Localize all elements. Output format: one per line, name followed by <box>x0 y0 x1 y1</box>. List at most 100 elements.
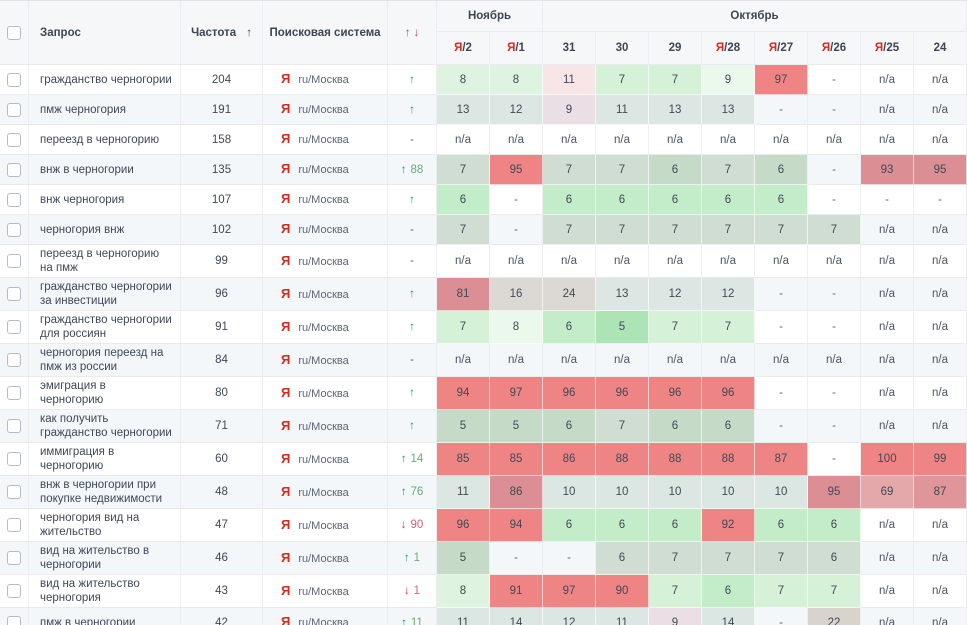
query-cell[interactable]: внж черногория <box>29 185 181 215</box>
date-column-header[interactable]: 24 <box>914 32 967 65</box>
position-value: 24 <box>562 288 576 300</box>
up-arrow-icon: ↑ <box>409 321 415 333</box>
position-value: n/a <box>932 616 948 625</box>
query-cell[interactable]: внж в черногории при покупке недвижимост… <box>29 476 181 509</box>
position-value: 96 <box>615 387 629 399</box>
date-column-header[interactable]: Я/25 <box>861 32 914 65</box>
row-checkbox[interactable] <box>7 485 21 499</box>
position-value: n/a <box>932 288 948 300</box>
query-cell[interactable]: пмж черногория <box>29 95 181 125</box>
position-value: n/a <box>879 288 895 300</box>
yandex-icon: Я <box>715 42 725 54</box>
row-checkbox[interactable] <box>7 320 21 334</box>
column-header-frequency[interactable]: Частота ↑ <box>181 1 263 65</box>
position-value: n/a <box>932 103 948 116</box>
position-value: n/a <box>455 133 471 146</box>
position-cell: 95 <box>490 155 543 185</box>
row-checkbox[interactable] <box>7 162 21 177</box>
row-checkbox[interactable] <box>7 102 21 117</box>
row-checkbox[interactable] <box>7 353 21 367</box>
date-column-header[interactable]: Я/27 <box>755 32 808 65</box>
position-value: n/a <box>932 223 948 236</box>
query-cell[interactable]: черногория вид на жительство <box>29 509 181 542</box>
date-column-header[interactable]: Я/2 <box>437 32 490 65</box>
frequency-cell: 96 <box>181 278 263 311</box>
column-header-search-engine[interactable]: Поисковая система <box>263 1 388 65</box>
position-value: 97 <box>774 73 788 86</box>
row-checkbox[interactable] <box>7 584 21 598</box>
query-cell[interactable]: как получить гражданство черногории <box>29 410 181 443</box>
query-cell[interactable]: черногория переезд на пмж из россии <box>29 344 181 377</box>
date-column-header[interactable]: 29 <box>649 32 702 65</box>
yandex-icon: Я <box>281 221 291 236</box>
date-column-header[interactable]: Я/26 <box>808 32 861 65</box>
row-checkbox[interactable] <box>7 72 21 87</box>
position-value: 91 <box>509 585 523 597</box>
position-cell: - <box>808 95 861 125</box>
position-value: 11 <box>616 616 628 625</box>
column-header-change[interactable]: ↑ ↓ <box>388 1 437 65</box>
query-cell[interactable]: гражданство черногории для россиян <box>29 311 181 344</box>
position-value: - <box>779 103 783 116</box>
region-label: ru/Москва <box>298 224 349 236</box>
query-cell[interactable]: пмж в черногории <box>29 608 181 625</box>
position-value: 7 <box>724 223 732 236</box>
position-cell: 6 <box>596 542 649 575</box>
position-cell: 12 <box>543 608 596 625</box>
row-checkbox[interactable] <box>7 386 21 400</box>
position-value: n/a <box>826 354 842 366</box>
query-cell[interactable]: вид на жительство черногория <box>29 575 181 608</box>
row-checkbox[interactable] <box>7 518 21 532</box>
row-checkbox[interactable] <box>7 132 21 147</box>
row-checkbox[interactable] <box>7 452 21 466</box>
query-cell[interactable]: эмиграция в черногорию <box>29 377 181 410</box>
query-cell[interactable]: гражданство черногории за инвестиции <box>29 278 181 311</box>
date-column-header[interactable]: Я/1 <box>490 32 543 65</box>
row-checkbox-cell <box>0 509 29 542</box>
position-value: 7 <box>724 552 732 564</box>
row-checkbox[interactable] <box>7 419 21 433</box>
query-cell[interactable]: переезд в черногорию на пмж <box>29 245 181 278</box>
row-checkbox[interactable] <box>7 615 21 625</box>
down-arrow-icon: ↓ <box>413 26 420 39</box>
query-cell[interactable]: переезд в черногорию <box>29 125 181 155</box>
position-value: 95 <box>933 163 947 176</box>
position-cell: - <box>808 65 861 95</box>
position-value: 7 <box>618 223 626 236</box>
position-cell: n/a <box>437 344 490 377</box>
position-value: n/a <box>614 255 630 267</box>
change-cell: ↑ <box>388 185 437 215</box>
row-checkbox-cell <box>0 185 29 215</box>
frequency-cell: 102 <box>181 215 263 245</box>
select-all-checkbox[interactable] <box>7 25 21 40</box>
position-value: 22 <box>827 616 841 625</box>
column-header-query[interactable]: Запрос <box>29 1 181 65</box>
row-checkbox[interactable] <box>7 551 21 565</box>
row-checkbox[interactable] <box>7 254 21 268</box>
position-cell: 88 <box>596 443 649 476</box>
position-value: 6 <box>671 163 679 176</box>
query-cell[interactable]: гражданство черногории <box>29 65 181 95</box>
query-cell[interactable]: внж в черногории <box>29 155 181 185</box>
change-cell: ↑ <box>388 410 437 443</box>
change-cell: - <box>388 215 437 245</box>
query-cell[interactable]: иммиграция в черногорию <box>29 443 181 476</box>
row-checkbox[interactable] <box>7 222 21 237</box>
position-cell: 6 <box>596 509 649 542</box>
row-checkbox[interactable] <box>7 287 21 301</box>
position-value: 7 <box>777 223 785 236</box>
row-checkbox[interactable] <box>7 192 21 207</box>
position-cell: n/a <box>702 245 755 278</box>
position-cell: 96 <box>649 377 702 410</box>
frequency-cell: 46 <box>181 542 263 575</box>
position-cell: n/a <box>861 542 914 575</box>
position-value: 96 <box>456 519 470 531</box>
position-cell: 6 <box>649 155 702 185</box>
date-column-header[interactable]: Я/28 <box>702 32 755 65</box>
query-cell[interactable]: вид на жительство в черногории <box>29 542 181 575</box>
date-column-header[interactable]: 31 <box>543 32 596 65</box>
date-column-header[interactable]: 30 <box>596 32 649 65</box>
query-cell[interactable]: черногория внж <box>29 215 181 245</box>
